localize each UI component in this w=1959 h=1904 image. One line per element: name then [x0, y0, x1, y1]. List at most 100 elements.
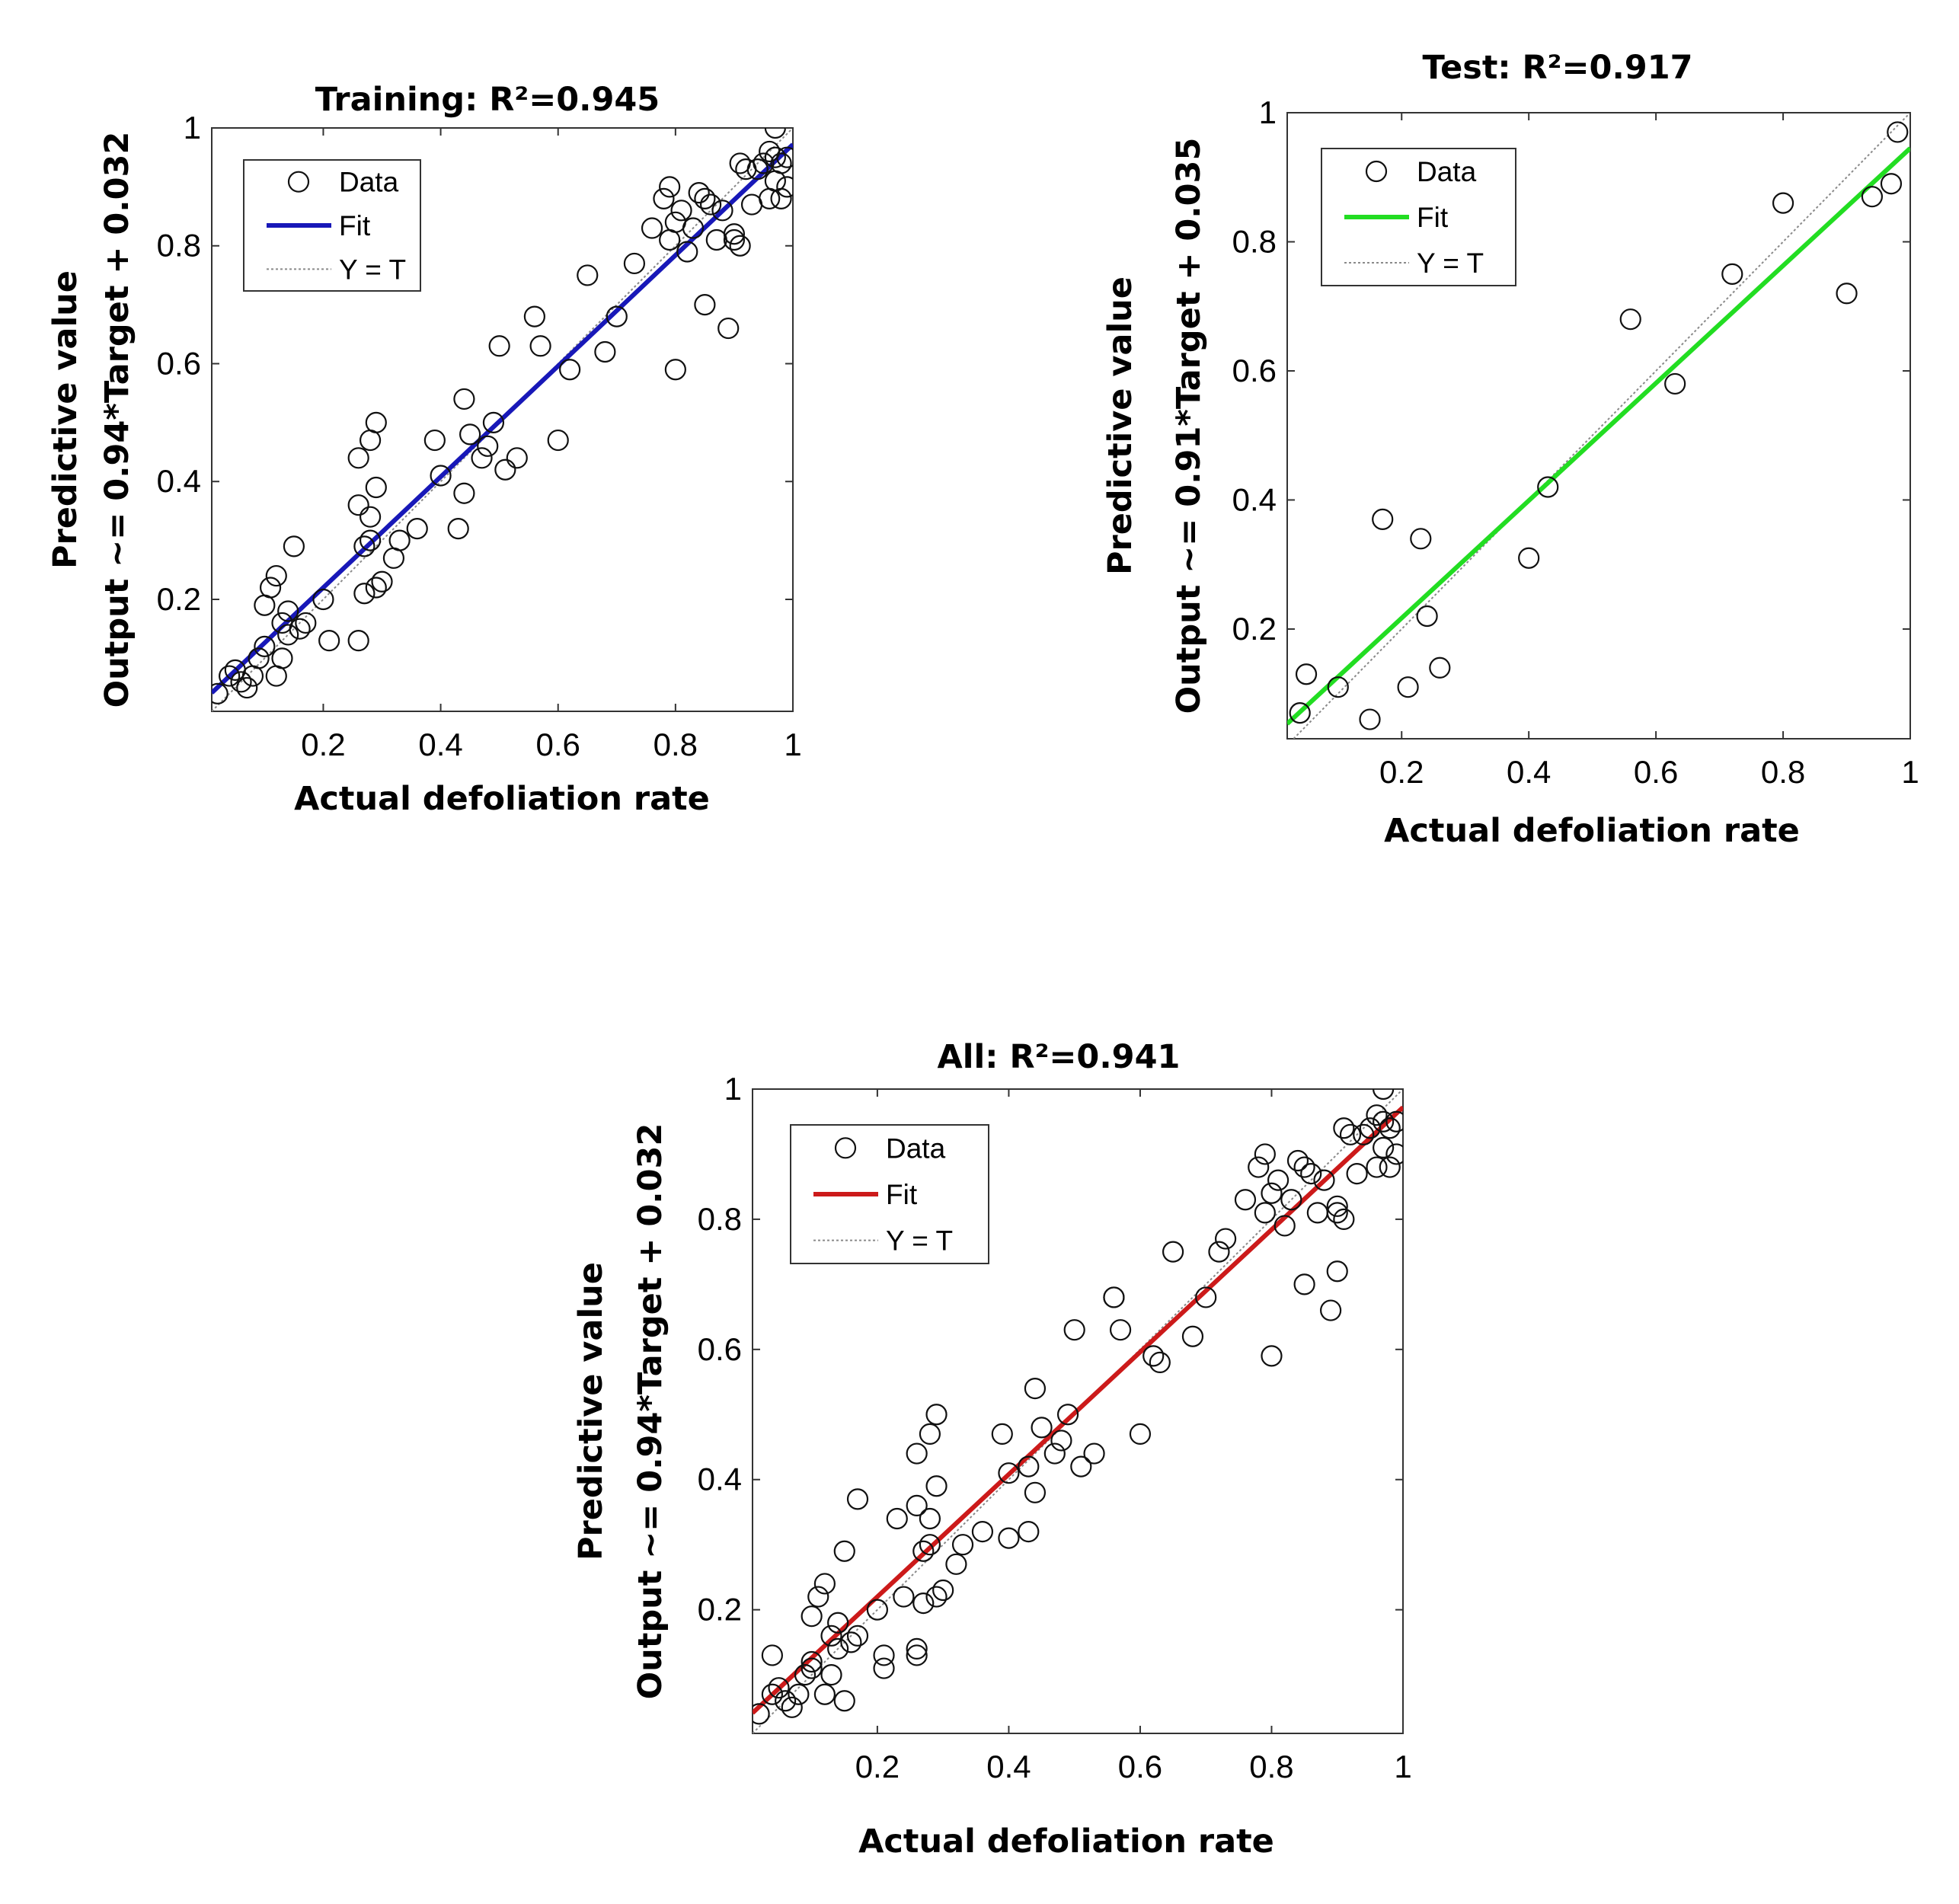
- data-point: [1333, 1208, 1355, 1231]
- data-point: [1373, 1110, 1395, 1132]
- data-point: [1289, 702, 1311, 724]
- reference-line-y-equals-t: [1293, 113, 1910, 739]
- chart-title: Training: R²=0.945: [315, 81, 660, 119]
- data-point: [641, 217, 663, 239]
- data-point: [919, 1534, 941, 1556]
- data-point: [794, 1663, 817, 1686]
- y-tick-label: 0.6: [157, 345, 201, 381]
- data-point: [991, 1423, 1013, 1446]
- y-label-2: Output ~= 0.91*Target + 0.035: [1170, 138, 1208, 714]
- data-point: [359, 529, 382, 551]
- data-point: [248, 647, 270, 669]
- data-point: [1373, 1136, 1395, 1159]
- data-point: [547, 429, 569, 452]
- data-point: [529, 335, 551, 357]
- data-point: [283, 535, 305, 557]
- data-point: [1721, 263, 1743, 285]
- legend-data-symbol: [287, 171, 310, 193]
- data-point: [347, 494, 369, 516]
- data-point: [866, 1599, 888, 1621]
- data-point: [1063, 1319, 1085, 1341]
- data-point: [833, 1540, 855, 1562]
- data-point: [1050, 1430, 1072, 1452]
- data-point: [430, 465, 452, 487]
- data-point: [471, 447, 493, 469]
- x-tick-label: 1: [784, 727, 801, 762]
- data-point: [717, 317, 740, 340]
- data-point: [840, 1631, 862, 1653]
- y-tick-label: 1: [1259, 94, 1277, 130]
- data-point: [1339, 1123, 1362, 1145]
- data-point: [365, 577, 387, 599]
- y-tick-label: 0.8: [157, 228, 201, 264]
- data-point: [1346, 1162, 1368, 1185]
- data-point: [676, 241, 698, 263]
- data-point: [846, 1624, 869, 1647]
- data-point: [932, 1579, 954, 1602]
- data-point: [761, 1644, 783, 1666]
- data-point: [893, 1586, 915, 1608]
- data-point: [1366, 1104, 1388, 1126]
- y-axis-label-line2: Output ~= 0.91*Target + 0.035: [1170, 138, 1208, 714]
- data-point: [1056, 1404, 1079, 1426]
- data-point: [353, 583, 376, 605]
- x-tick-label: 1: [1394, 1749, 1411, 1784]
- data-point: [761, 1683, 783, 1705]
- data-point: [1366, 1156, 1388, 1178]
- data-point: [1149, 1351, 1171, 1374]
- data-point: [1024, 1481, 1047, 1503]
- chart-test: Test: R²=0.917 0.2 0.4 0.6 0.8 1 0.2 0.4 0.6 0.8…: [1101, 49, 1919, 850]
- data-point: [1129, 1423, 1152, 1446]
- data-point: [459, 423, 481, 446]
- y-axis-label-line2: Output ~= 0.94*Target + 0.032: [631, 1123, 670, 1700]
- data-point: [447, 518, 469, 540]
- data-point: [606, 305, 628, 327]
- data-point: [506, 447, 528, 469]
- data-point: [1327, 676, 1349, 698]
- data-point: [1326, 1260, 1348, 1283]
- data-point: [453, 388, 475, 411]
- data-point: [312, 588, 334, 611]
- data-point: [1018, 1520, 1040, 1543]
- x-tick-label: 0.2: [855, 1749, 900, 1784]
- data-point: [1295, 663, 1318, 685]
- data-point: [623, 252, 646, 275]
- data-point: [912, 1592, 935, 1615]
- x-tick-label: 0.2: [1379, 754, 1424, 790]
- data-point: [1070, 1455, 1092, 1478]
- data-point: [746, 158, 769, 180]
- data-point: [906, 1494, 928, 1517]
- x-tick-label: 0.4: [1507, 754, 1551, 790]
- x-tick-label: 0.6: [1634, 754, 1678, 790]
- data-point: [925, 1475, 948, 1497]
- data-point: [388, 529, 411, 551]
- legend-data-symbol: [834, 1137, 857, 1159]
- x-tick-label: 1: [1901, 754, 1919, 790]
- data-point: [1195, 1286, 1217, 1308]
- data-point: [1043, 1442, 1066, 1465]
- data-point: [1326, 1202, 1348, 1224]
- data-point: [577, 264, 599, 286]
- data-point: [1333, 1117, 1355, 1139]
- y-label: Predictive value: [1101, 276, 1139, 575]
- data-point: [694, 187, 716, 209]
- data-point: [998, 1527, 1020, 1549]
- data-point: [670, 200, 692, 222]
- data-point: [1836, 283, 1858, 305]
- data-point: [1234, 1189, 1257, 1211]
- data-point: [873, 1657, 895, 1679]
- y-tick-label: 0.6: [698, 1331, 742, 1367]
- data-point: [1429, 656, 1451, 679]
- data-point: [1410, 528, 1432, 550]
- y-tick-label: 0.8: [1232, 223, 1277, 259]
- data-point: [768, 1677, 790, 1699]
- data-point: [912, 1540, 935, 1562]
- data-point: [1300, 1162, 1322, 1185]
- data-point: [1385, 1110, 1403, 1132]
- y-tick-label: 1: [724, 1071, 742, 1107]
- data-point: [1293, 1156, 1315, 1178]
- data-point: [219, 665, 241, 687]
- legend-label: Fit: [886, 1179, 918, 1210]
- data-point: [236, 676, 258, 699]
